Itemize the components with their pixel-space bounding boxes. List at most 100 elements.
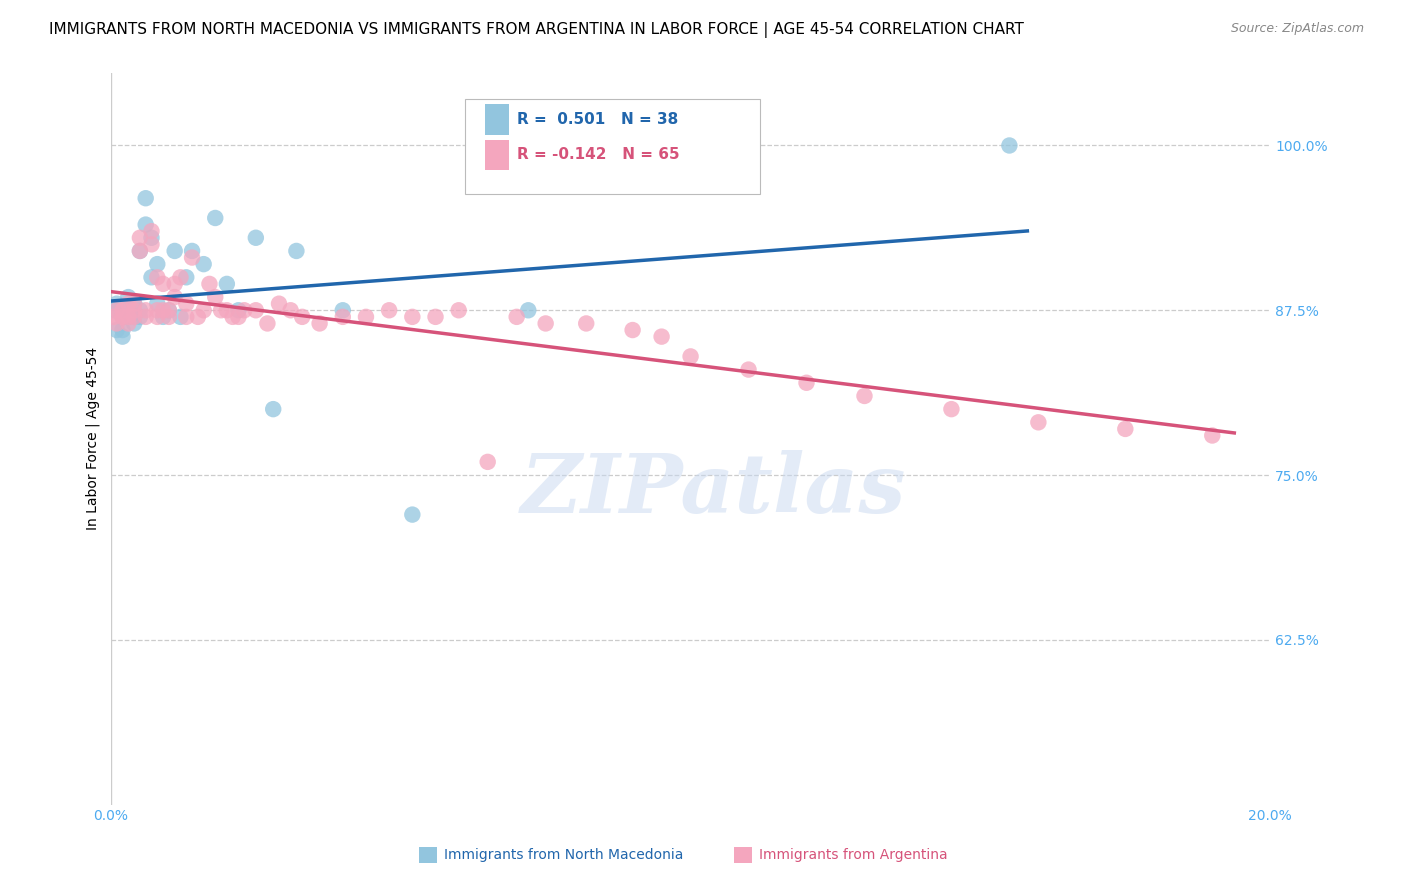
Point bbox=[117, 310, 139, 324]
Point bbox=[228, 310, 250, 324]
Point bbox=[128, 244, 150, 258]
Point bbox=[111, 329, 134, 343]
Point bbox=[105, 317, 128, 331]
Point bbox=[141, 270, 163, 285]
Point bbox=[998, 138, 1021, 153]
Point bbox=[174, 270, 197, 285]
Point bbox=[651, 329, 673, 343]
Point bbox=[245, 303, 267, 318]
Point bbox=[152, 310, 174, 324]
Point bbox=[117, 303, 139, 318]
Y-axis label: In Labor Force | Age 45-54: In Labor Force | Age 45-54 bbox=[86, 347, 100, 531]
Point bbox=[146, 303, 169, 318]
Point bbox=[135, 310, 157, 324]
Point bbox=[111, 323, 134, 337]
Point bbox=[122, 296, 145, 310]
Point bbox=[135, 303, 157, 318]
Point bbox=[128, 310, 150, 324]
Point bbox=[204, 290, 226, 304]
Point bbox=[245, 231, 267, 245]
Point bbox=[157, 303, 180, 318]
Point bbox=[117, 310, 139, 324]
Point bbox=[332, 310, 354, 324]
Point bbox=[111, 310, 134, 324]
Point bbox=[228, 303, 250, 318]
Point bbox=[122, 296, 145, 310]
Point bbox=[174, 296, 197, 310]
Point bbox=[256, 317, 278, 331]
Point bbox=[425, 310, 447, 324]
Point bbox=[233, 303, 256, 318]
Point bbox=[285, 244, 308, 258]
Point bbox=[575, 317, 598, 331]
Point bbox=[117, 296, 139, 310]
Point bbox=[157, 310, 180, 324]
Text: Immigrants from Argentina: Immigrants from Argentina bbox=[759, 848, 948, 863]
Point bbox=[105, 323, 128, 337]
Point bbox=[280, 303, 302, 318]
Point bbox=[1114, 422, 1136, 436]
Point bbox=[128, 303, 150, 318]
Point bbox=[146, 310, 169, 324]
Point bbox=[117, 290, 139, 304]
Text: R =  0.501   N = 38: R = 0.501 N = 38 bbox=[516, 112, 678, 127]
Point bbox=[215, 303, 238, 318]
Point bbox=[122, 303, 145, 318]
Point bbox=[679, 350, 702, 364]
Point bbox=[141, 231, 163, 245]
Point bbox=[157, 303, 180, 318]
Point bbox=[117, 317, 139, 331]
Point bbox=[163, 244, 186, 258]
Bar bbox=[485, 139, 509, 170]
Text: ZIPatlas: ZIPatlas bbox=[522, 450, 907, 530]
Point bbox=[169, 310, 191, 324]
Point bbox=[135, 191, 157, 205]
Text: R = -0.142   N = 65: R = -0.142 N = 65 bbox=[516, 146, 679, 161]
Point bbox=[111, 310, 134, 324]
Text: Source: ZipAtlas.com: Source: ZipAtlas.com bbox=[1230, 22, 1364, 36]
Point bbox=[103, 303, 125, 318]
Point bbox=[534, 317, 557, 331]
Point bbox=[209, 303, 232, 318]
Point bbox=[1028, 415, 1050, 429]
Point bbox=[128, 244, 150, 258]
Point bbox=[174, 310, 197, 324]
Point bbox=[215, 277, 238, 291]
Bar bbox=[485, 104, 509, 136]
Point bbox=[135, 218, 157, 232]
Point bbox=[141, 224, 163, 238]
Point bbox=[198, 277, 221, 291]
Point bbox=[105, 296, 128, 310]
Point bbox=[853, 389, 876, 403]
Point bbox=[141, 237, 163, 252]
Point bbox=[193, 303, 215, 318]
Point bbox=[128, 231, 150, 245]
Point bbox=[181, 251, 204, 265]
Point bbox=[332, 303, 354, 318]
Point bbox=[146, 257, 169, 271]
Point bbox=[152, 277, 174, 291]
Point bbox=[737, 362, 759, 376]
Point bbox=[111, 303, 134, 318]
Point bbox=[354, 310, 377, 324]
Point bbox=[505, 310, 527, 324]
Point bbox=[105, 303, 128, 318]
Point bbox=[267, 296, 290, 310]
Point bbox=[163, 290, 186, 304]
Point bbox=[122, 310, 145, 324]
Point bbox=[401, 310, 423, 324]
Point bbox=[122, 310, 145, 324]
Point bbox=[262, 402, 284, 417]
Point bbox=[477, 455, 499, 469]
FancyBboxPatch shape bbox=[464, 99, 761, 194]
Point bbox=[187, 310, 209, 324]
Point bbox=[146, 270, 169, 285]
Point bbox=[291, 310, 314, 324]
Point bbox=[146, 296, 169, 310]
Point bbox=[621, 323, 644, 337]
Point bbox=[221, 310, 243, 324]
Point bbox=[1201, 428, 1223, 442]
Point bbox=[103, 310, 125, 324]
Point bbox=[378, 303, 401, 318]
Point bbox=[181, 244, 204, 258]
